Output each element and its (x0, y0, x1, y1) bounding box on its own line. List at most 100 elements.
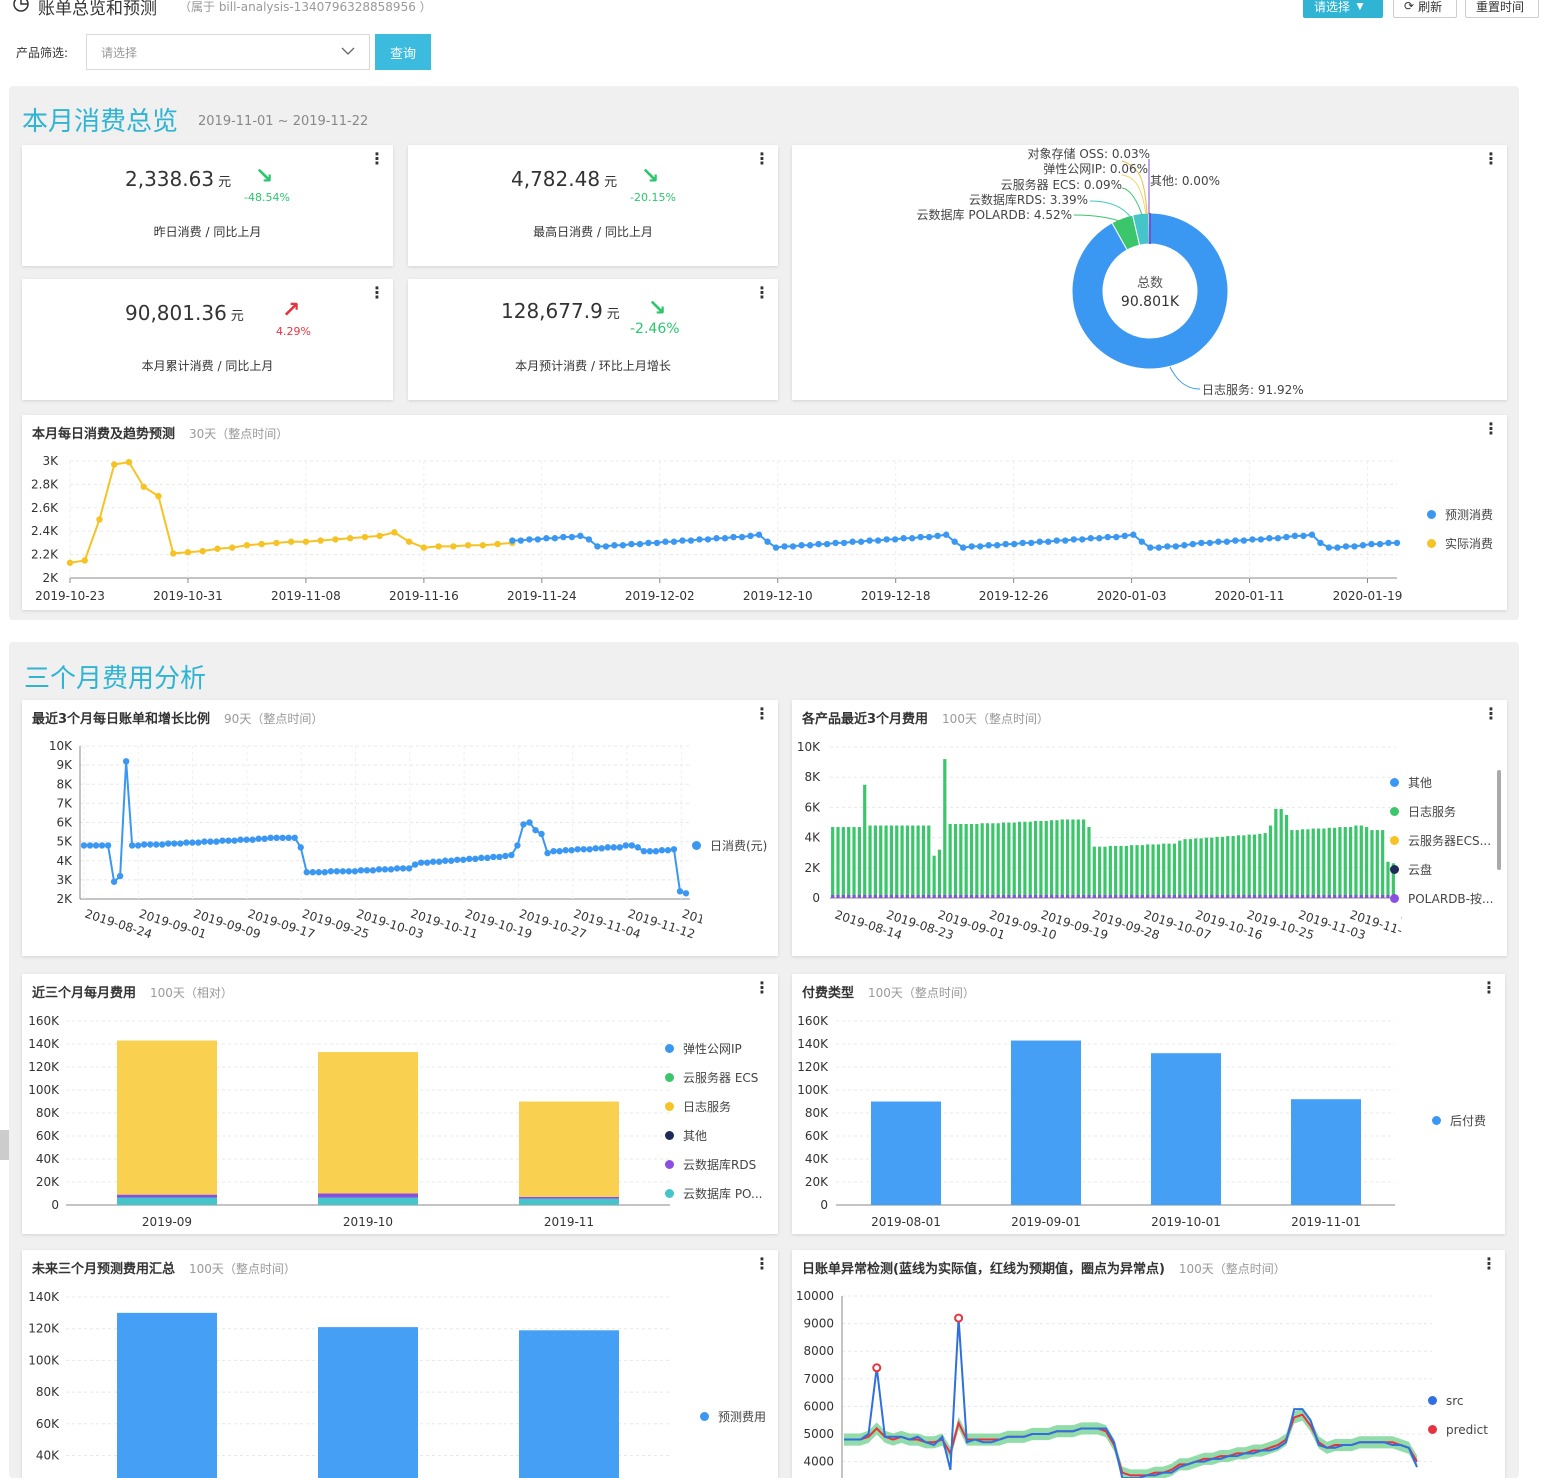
bar (1156, 844, 1160, 898)
more-icon[interactable]: ⋮ (754, 149, 770, 168)
y-tick-label: 2.2K (31, 548, 59, 562)
more-icon[interactable]: ⋮ (369, 283, 385, 302)
data-point-forecast (1342, 543, 1350, 550)
legend-item[interactable]: POLARDB-按... (1390, 884, 1493, 913)
more-icon[interactable]: ⋮ (1483, 419, 1499, 438)
legend-scrollbar[interactable] (1497, 770, 1501, 870)
time-select-button[interactable]: 请选择 ▼ (1303, 0, 1383, 18)
more-icon[interactable]: ⋮ (1483, 149, 1499, 168)
product-filter-select[interactable]: 请选择 (86, 34, 370, 70)
data-point-forecast (1172, 543, 1180, 550)
data-point-forecast (1028, 539, 1035, 547)
data-point-forecast (976, 543, 984, 550)
y-tick-label: 40K (805, 1152, 829, 1166)
data-point-forecast (832, 539, 839, 547)
legend-item[interactable]: 预测费用 (700, 1402, 766, 1431)
refresh-button[interactable]: ⟳ 刷新 (1393, 0, 1457, 18)
bar (1092, 846, 1096, 898)
bar-polardb (1231, 895, 1235, 898)
data-point (586, 846, 593, 853)
more-icon[interactable]: ⋮ (1481, 1254, 1497, 1273)
data-point (327, 868, 335, 875)
reset-time-button[interactable]: 重置时间 (1465, 0, 1539, 18)
bar (1370, 830, 1374, 898)
bar-polardb (884, 895, 888, 898)
more-icon[interactable]: ⋮ (754, 283, 770, 302)
data-point-actual (96, 516, 103, 523)
data-point (628, 842, 636, 849)
legend-item[interactable]: 预测消费 (1427, 500, 1493, 529)
more-icon[interactable]: ⋮ (1481, 978, 1497, 997)
legend-item[interactable]: 云盘 (1390, 855, 1493, 884)
data-point-actual (450, 543, 457, 550)
legend-item[interactable]: 云服务器ECS... (1390, 826, 1493, 855)
query-button[interactable]: 查询 (375, 34, 431, 70)
anomaly-detection-card: ⋮ 日账单异常检测(蓝线为实际值，红线为预期值，圈点为异常点) 100天（整点时间… (792, 1250, 1505, 1478)
legend-item[interactable]: 后付费 (1432, 1106, 1486, 1135)
legend-item[interactable]: 日志服务 (665, 1092, 762, 1121)
bar-segment (117, 1040, 217, 1195)
data-point-forecast (1240, 537, 1248, 544)
data-point-actual (494, 540, 501, 548)
y-tick-label: 4K (804, 831, 821, 845)
data-point (159, 841, 166, 848)
y-tick-label: 5000 (803, 1427, 834, 1441)
data-point-forecast (1308, 531, 1316, 538)
kpi-card-max-day: ⋮ 4,782.48 元 ↘ -20.15% 最高日消费 / 同比上月 (408, 145, 778, 266)
data-point-forecast (543, 535, 550, 542)
data-point (478, 854, 485, 862)
bar (1076, 819, 1080, 898)
data-point-forecast (670, 538, 678, 545)
bar-polardb (1311, 895, 1315, 898)
data-point (321, 869, 328, 876)
more-icon[interactable]: ⋮ (369, 149, 385, 168)
legend-item[interactable]: 弹性公网IP (665, 1034, 762, 1063)
legend-item[interactable]: 其他 (1390, 768, 1493, 797)
bar-polardb (1365, 895, 1369, 898)
more-icon[interactable]: ⋮ (754, 1254, 770, 1273)
data-point-forecast (730, 533, 737, 541)
y-tick-label: 160K (28, 1014, 60, 1028)
legend-item[interactable]: 日志服务 (1390, 797, 1493, 826)
data-point (670, 846, 678, 853)
more-icon[interactable]: ⋮ (754, 704, 770, 723)
bar (1359, 825, 1363, 898)
bar-polardb (1140, 895, 1144, 898)
bar-polardb (1156, 895, 1160, 898)
payment-type-legend: 后付费 (1432, 1106, 1486, 1135)
leader-line (1121, 160, 1148, 215)
y-tick-label: 5K (56, 835, 73, 849)
y-tick-label: 9000 (803, 1317, 834, 1331)
bar-polardb (831, 895, 835, 898)
bar (117, 1312, 217, 1478)
bar-polardb (905, 895, 910, 898)
data-point-forecast (1181, 542, 1188, 549)
legend-item[interactable]: 云数据库RDS (665, 1150, 762, 1179)
legend-item[interactable]: 其他 (665, 1121, 762, 1150)
legend-item[interactable]: predict (1428, 1415, 1488, 1444)
data-point-forecast (1002, 540, 1009, 548)
bar-polardb (1268, 895, 1273, 898)
data-point-forecast (1189, 540, 1197, 548)
more-icon[interactable]: ⋮ (1483, 704, 1499, 723)
legend-item[interactable]: 云数据库 PO... (665, 1179, 762, 1208)
data-point-forecast (1164, 543, 1171, 550)
legend-item[interactable]: 云服务器 ECS (665, 1063, 762, 1092)
data-point-actual (273, 539, 280, 547)
top-bar: 账单总览和预测 （属于 bill-analysis-13407963288589… (0, 0, 1548, 80)
data-point-actual (140, 483, 147, 490)
bar-polardb (959, 895, 963, 898)
y-tick-label: 2.6K (31, 501, 59, 515)
bar-polardb (1279, 895, 1283, 898)
legend-item[interactable]: src (1428, 1386, 1488, 1415)
legend-item[interactable]: 实际消费 (1427, 529, 1493, 558)
more-icon[interactable]: ⋮ (754, 978, 770, 997)
bar (1151, 1053, 1221, 1205)
bar (927, 825, 931, 898)
bar-polardb (1295, 895, 1299, 898)
bar (1338, 827, 1342, 898)
legend-item[interactable]: 日消费(元) (692, 831, 767, 860)
reset-time-label: 重置时间 (1476, 0, 1525, 14)
leader-line (1089, 200, 1133, 220)
bar (1140, 845, 1144, 898)
